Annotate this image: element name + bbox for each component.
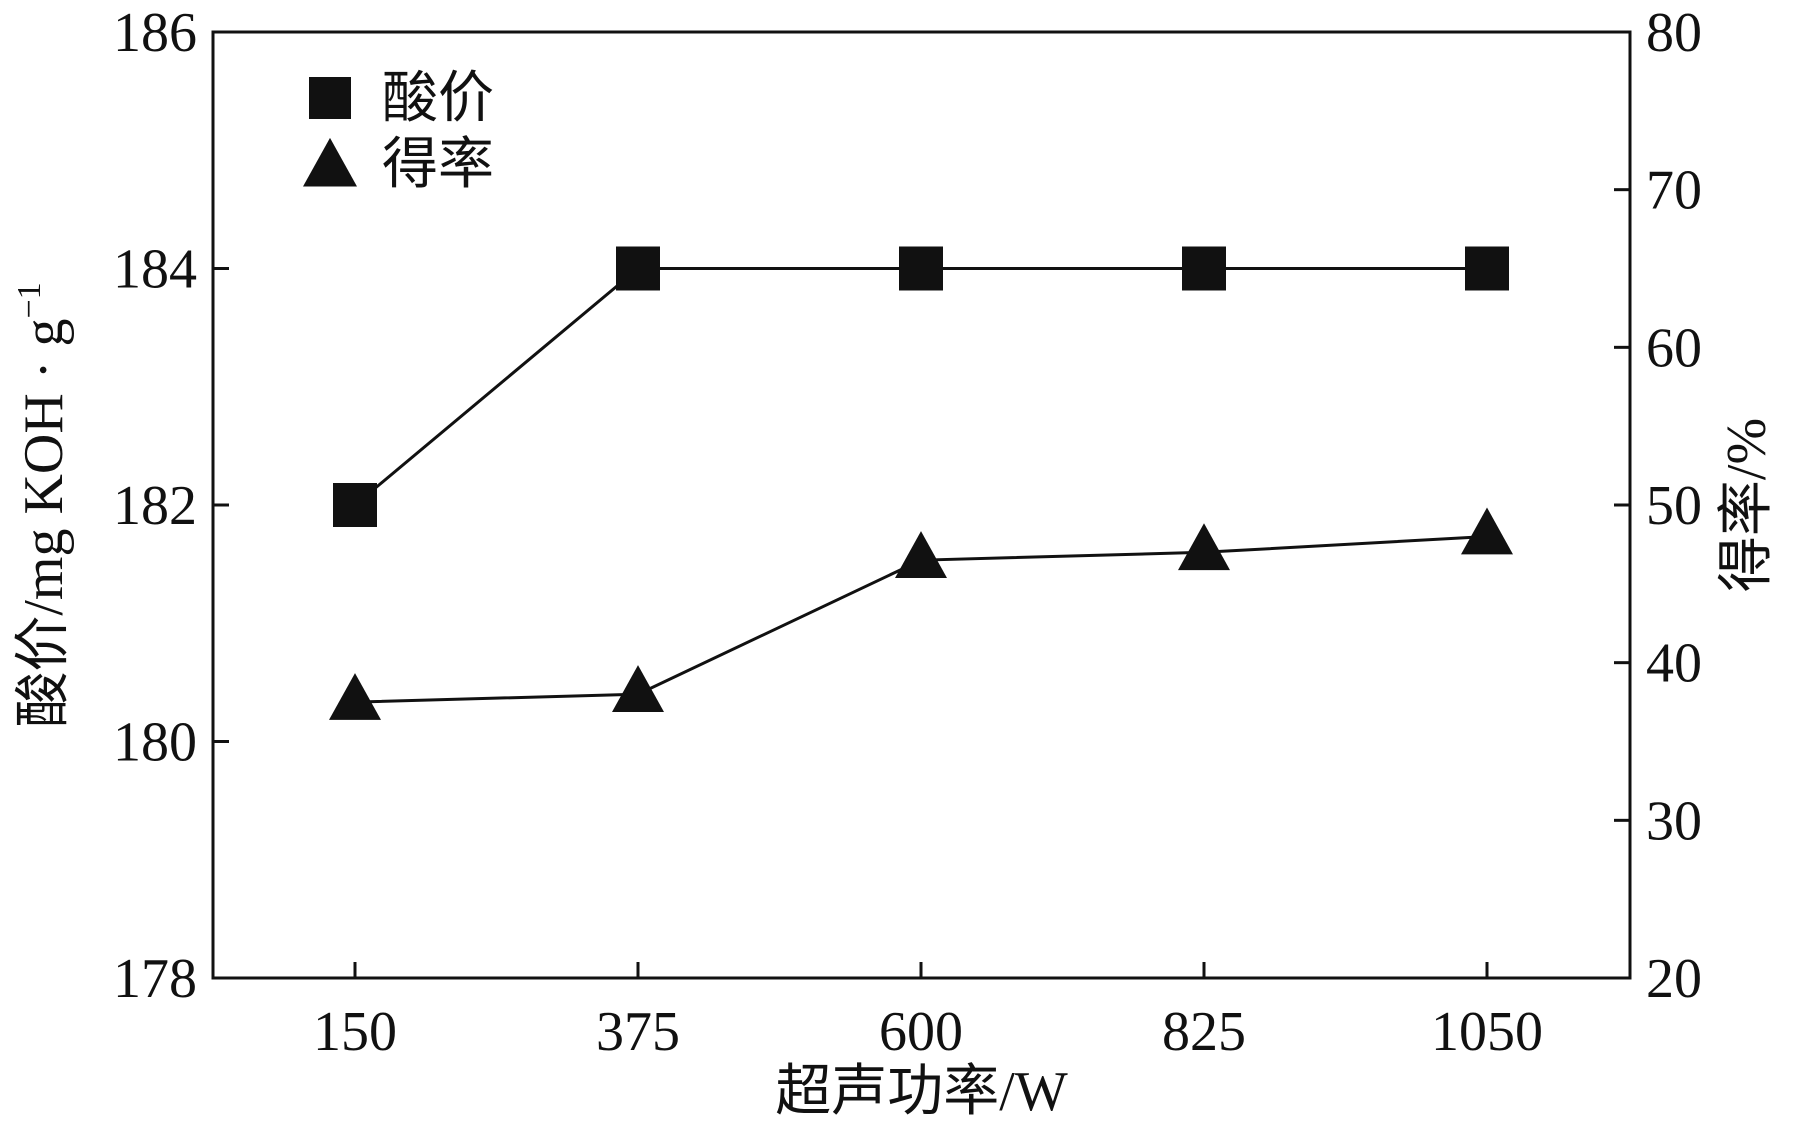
left-tick-label: 182 bbox=[113, 475, 197, 537]
right-tick-label: 60 bbox=[1646, 317, 1702, 379]
acid-value-line bbox=[354, 267, 1487, 507]
square-marker bbox=[1182, 246, 1226, 291]
square-marker bbox=[899, 246, 943, 291]
x-tick-label: 1050 bbox=[1431, 1001, 1543, 1063]
series-lines bbox=[354, 267, 1488, 704]
x-tick-label: 600 bbox=[879, 1001, 963, 1063]
square-marker bbox=[333, 483, 377, 527]
left-axis-title-main: 酸价/mg KOH · g bbox=[13, 319, 75, 728]
legend-label-acid-value: 酸价 bbox=[382, 68, 494, 130]
x-tick-label: 825 bbox=[1162, 1001, 1246, 1063]
right-tick-label: 70 bbox=[1646, 160, 1702, 222]
left-axis-title-superscript: −1 bbox=[11, 282, 48, 318]
right-tick-label: 20 bbox=[1646, 948, 1702, 1010]
right-axis-ticks: 20 30 40 50 60 70 80 bbox=[1614, 2, 1702, 1010]
left-axis-title: 酸价/mg KOH · g−1 bbox=[11, 282, 75, 727]
left-tick-label: 186 bbox=[113, 2, 197, 64]
x-tick-label: 150 bbox=[313, 1001, 397, 1063]
square-marker bbox=[309, 77, 351, 119]
x-axis-title: 超声功率/W bbox=[775, 1061, 1068, 1123]
left-tick-label: 178 bbox=[113, 948, 197, 1010]
right-tick-label: 30 bbox=[1646, 790, 1702, 852]
left-tick-label: 184 bbox=[113, 239, 197, 301]
square-marker bbox=[616, 246, 660, 291]
left-tick-label: 180 bbox=[113, 712, 197, 774]
triangle-marker bbox=[1461, 507, 1513, 555]
right-axis-title: 得率/% bbox=[1716, 418, 1778, 592]
x-axis-ticks: 150 375 600 825 1050 bbox=[313, 962, 1543, 1063]
left-axis-ticks: 178 180 182 184 186 bbox=[113, 2, 229, 1010]
triangle-marker bbox=[612, 665, 664, 712]
square-marker bbox=[1465, 246, 1509, 291]
triangle-marker bbox=[329, 673, 381, 720]
x-tick-label: 375 bbox=[596, 1001, 680, 1063]
series-markers bbox=[329, 246, 1513, 720]
legend-label-yield: 得率 bbox=[382, 134, 494, 196]
right-tick-label: 50 bbox=[1646, 475, 1702, 537]
triangle-marker bbox=[895, 531, 947, 578]
right-tick-label: 80 bbox=[1646, 2, 1702, 64]
triangle-marker bbox=[1178, 523, 1230, 571]
axis-titles: 超声功率/W 酸价/mg KOH · g−1 得率/% bbox=[11, 282, 1778, 1123]
triangle-marker bbox=[303, 137, 357, 187]
right-tick-label: 40 bbox=[1646, 633, 1702, 695]
